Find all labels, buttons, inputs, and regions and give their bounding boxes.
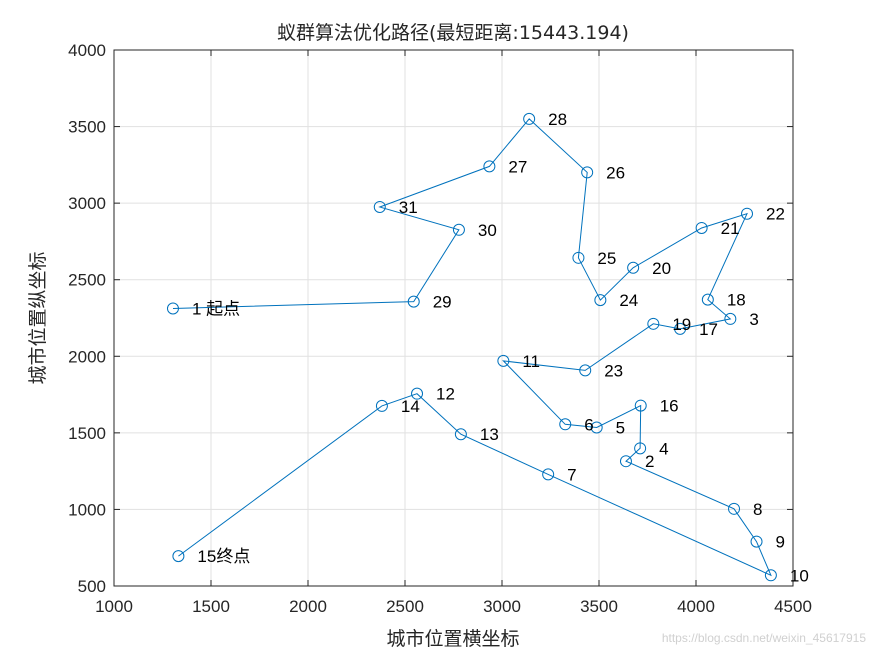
city-marker [750, 535, 763, 548]
city-marker [166, 302, 179, 315]
city-label: 31 [399, 198, 418, 217]
city-marker [172, 550, 185, 563]
city-label: 12 [436, 385, 455, 404]
axis-ticks: 1000 1500 2000 2500 3000 3500 4000 450050010001… [68, 41, 812, 616]
city-marker [701, 293, 714, 306]
city-marker [741, 207, 754, 220]
y-tick-label: 4000 [68, 41, 106, 60]
y-tick-label: 2000 [68, 347, 106, 366]
city-label: 14 [401, 397, 420, 416]
city-label: 24 [619, 291, 638, 310]
city-marker [581, 166, 594, 179]
city-marker [523, 112, 536, 125]
city-marker [674, 322, 687, 335]
city-marker [542, 468, 555, 481]
city-labels: 1 起点23456789101112131415终点16171819202122… [192, 110, 809, 585]
city-label: 1 起点 [192, 300, 240, 319]
city-label: 29 [433, 293, 452, 312]
city-marker [497, 354, 510, 367]
x-tick-label: 1500 [192, 597, 230, 616]
city-marker [452, 223, 465, 236]
city-label: 30 [478, 221, 497, 240]
route-line [172, 118, 772, 577]
city-marker [411, 387, 424, 400]
x-tick-label: 4500 [774, 597, 812, 616]
city-marker [375, 399, 388, 412]
city-label: 25 [597, 249, 616, 268]
city-marker [590, 421, 603, 434]
city-marker [373, 200, 386, 213]
x-tick-label: 2000 [289, 597, 327, 616]
watermark: https://blog.csdn.net/weixin_45617915 [662, 631, 866, 645]
city-marker [728, 502, 741, 515]
city-marker [627, 261, 640, 274]
city-marker [695, 221, 708, 234]
city-points [166, 112, 777, 582]
city-label: 20 [652, 259, 671, 278]
city-marker [634, 442, 647, 455]
city-marker [579, 364, 592, 377]
grid-lines [113, 49, 794, 587]
city-label: 13 [480, 425, 499, 444]
city-label: 19 [672, 315, 691, 334]
y-tick-label: 2500 [68, 271, 106, 290]
city-label: 5 [616, 418, 625, 437]
city-label: 3 [749, 310, 758, 329]
city-label: 9 [776, 533, 785, 552]
x-tick-label: 3000 [483, 597, 521, 616]
x-axis-title: 城市位置横坐标 [386, 628, 519, 650]
chart-title: 蚁群算法优化路径(最短距离:15443.194) [277, 22, 629, 44]
city-label: 15终点 [197, 547, 250, 566]
y-tick-label: 3500 [68, 118, 106, 137]
city-label: 21 [721, 219, 740, 238]
city-label: 27 [508, 157, 527, 176]
city-label: 10 [790, 566, 809, 585]
city-marker [647, 317, 660, 330]
y-tick-label: 500 [78, 577, 106, 596]
city-marker [634, 399, 647, 412]
x-tick-label: 4000 [677, 597, 715, 616]
city-marker [572, 251, 585, 264]
y-tick-label: 1000 [68, 500, 106, 519]
plot-area [113, 49, 794, 587]
city-label: 17 [699, 320, 718, 339]
city-label: 18 [727, 291, 746, 310]
y-tick-label: 3000 [68, 194, 106, 213]
city-label: 2 [645, 452, 654, 471]
city-marker [483, 160, 496, 173]
city-label: 23 [604, 361, 623, 380]
city-label: 7 [567, 465, 576, 484]
y-axis-title: 城市位置纵坐标 [27, 251, 49, 384]
y-tick-label: 1500 [68, 424, 106, 443]
city-marker [764, 569, 777, 582]
city-marker [454, 428, 467, 441]
city-label: 6 [584, 415, 593, 434]
city-label: 16 [660, 397, 679, 416]
x-tick-label: 1000 [95, 597, 133, 616]
city-label: 22 [766, 205, 785, 224]
route-path [172, 118, 772, 577]
x-tick-label: 3500 [580, 597, 618, 616]
city-label: 11 [522, 352, 540, 371]
city-label: 4 [659, 439, 668, 458]
city-label: 28 [548, 110, 567, 129]
city-marker [594, 294, 607, 307]
city-marker [619, 455, 632, 468]
city-marker [724, 312, 737, 325]
city-label: 8 [753, 500, 762, 519]
x-tick-label: 2500 [386, 597, 424, 616]
city-marker [407, 295, 420, 308]
city-label: 26 [606, 163, 625, 182]
city-marker [559, 418, 572, 431]
